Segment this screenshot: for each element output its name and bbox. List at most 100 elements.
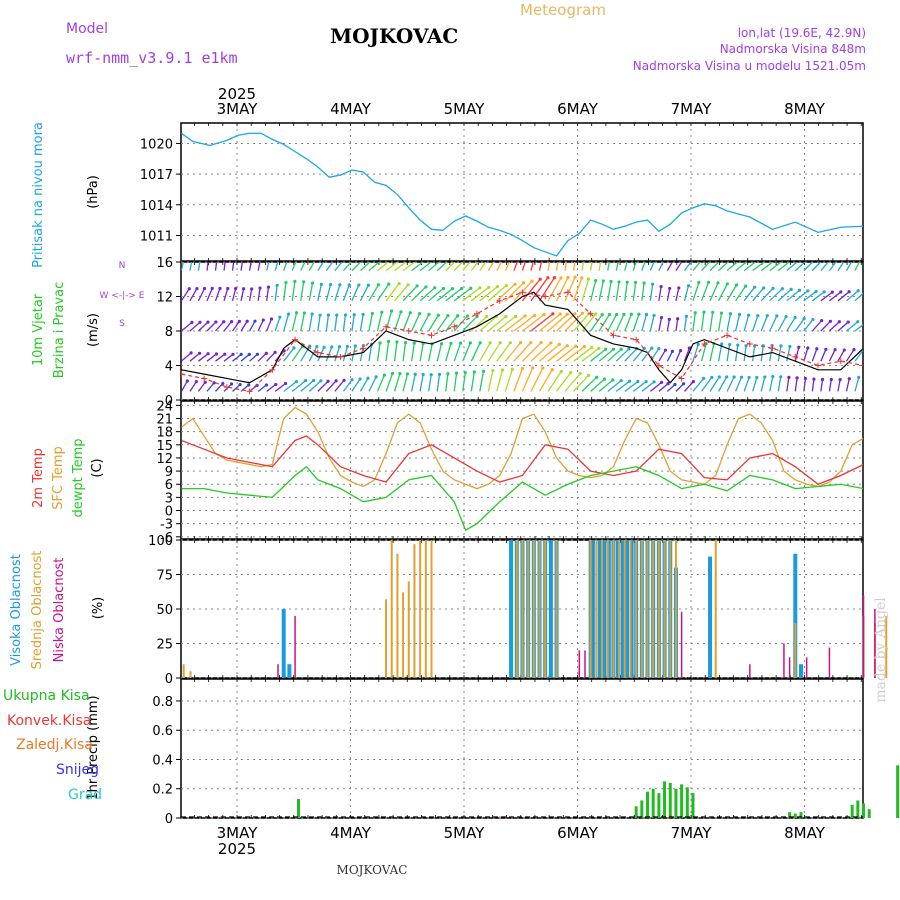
wind-arrow [291, 312, 298, 332]
wind-arrow-head [460, 286, 464, 291]
wind-arrow [470, 371, 475, 392]
wind-arrow [504, 282, 525, 302]
wind-arrow [666, 288, 671, 301]
wind-arrow [786, 377, 790, 392]
wind-arrow-head [697, 280, 701, 285]
wind-arrow [368, 313, 373, 332]
wind-arrow-head [740, 257, 743, 260]
wind-arrow [530, 367, 544, 392]
legend-frozen-rain: Zaledj.Kisa [16, 737, 93, 753]
wind-arrow-head [530, 279, 534, 283]
temperature-ytick-label: 3 [165, 491, 173, 506]
wind-arrow [317, 315, 321, 332]
wind-arrow [249, 353, 258, 362]
wind-gust-point [610, 332, 617, 339]
wind-arrow-head [442, 256, 445, 259]
wind-arrow-head [666, 381, 670, 386]
wind-arrow-head [538, 277, 542, 281]
wind-arrow-head [650, 346, 654, 350]
wind-arrow-head [354, 256, 357, 259]
wind-arrow-head [594, 312, 598, 316]
wind-arrow-head [398, 371, 402, 376]
wind-arrow [752, 377, 758, 392]
wind-arrow-head [264, 351, 268, 355]
wind-arrow-head [839, 290, 843, 294]
wind-arrow [692, 377, 705, 392]
wind-arrow-head [847, 377, 851, 381]
wind-arrow [351, 314, 355, 332]
wind-arrow [376, 312, 383, 332]
wind-arrow [189, 262, 193, 271]
wind-arrow [206, 382, 215, 392]
wind-arrow-head [266, 285, 271, 289]
wind-gust-point [655, 362, 662, 369]
wind-arrow-head [529, 340, 533, 345]
wind-arrow-head [190, 320, 194, 325]
wind-arrow-head [574, 344, 578, 348]
wind-arrow-head [478, 286, 482, 290]
wind-arrow-head [763, 375, 767, 379]
wind-arrow [607, 262, 610, 271]
wind-arrow-head [820, 318, 824, 323]
wind-arrow [828, 379, 832, 392]
wind-arrow-head [637, 312, 641, 316]
wind-gust-point [314, 349, 321, 356]
wind-arrow-head [507, 247, 510, 250]
wind-arrow-head [229, 382, 234, 386]
wind-arrow [726, 344, 731, 362]
mid_cloud-bar [669, 540, 672, 678]
wind-arrow [342, 284, 350, 302]
wind-arrow [837, 321, 849, 332]
low_cloud-bar [874, 609, 876, 678]
wind-arrow-head [847, 290, 851, 294]
compass-we: W <-|-> E [100, 291, 145, 301]
wind-arrow [555, 262, 559, 271]
wind-arrow-head [318, 313, 322, 317]
wind-arrow-head [426, 256, 429, 259]
precip-ytick-label: 0 [165, 812, 173, 827]
wind-arrow-head [317, 253, 320, 256]
wind-ylabel-2: Brzina i Pravac [52, 282, 67, 379]
mid_cloud-bar [714, 540, 717, 678]
wind-arrow [718, 262, 730, 272]
wind-arrow-head [659, 380, 664, 384]
wind-arrow [453, 287, 472, 302]
wind-arrow-head [672, 257, 675, 260]
wind-arrow-head [338, 283, 342, 287]
wind-arrow [351, 284, 360, 302]
wind-arrow [334, 379, 345, 392]
clouds-ytick-label: 50 [156, 603, 173, 618]
wind-arrow [393, 373, 401, 392]
wind-arrow [547, 371, 562, 392]
wind-arrow [266, 318, 273, 332]
wind-arrow-head [410, 256, 413, 259]
wind-arrow-head [520, 366, 525, 371]
wind-arrow [189, 352, 201, 362]
wind-arrow-head [668, 286, 672, 291]
top-day-label: 4MAY [330, 100, 372, 118]
wind-arrow-head [463, 370, 467, 375]
wind-arrow-head [214, 320, 218, 324]
wind-arrow [700, 312, 705, 332]
wind-arrow-head [326, 379, 330, 383]
wind-arrow [334, 315, 338, 332]
wind-arrow [487, 285, 507, 302]
wind-arrow-head [326, 254, 329, 257]
wind-arrow-head [829, 257, 832, 260]
wind-arrow-head [429, 373, 433, 377]
wind-gust-point [473, 310, 480, 317]
wind-arrow [675, 350, 682, 362]
wind-arrow-head [559, 369, 563, 374]
wind-arrow [632, 381, 647, 392]
wind-arrow [181, 352, 192, 362]
pressure-ytick-label: 1017 [140, 168, 173, 183]
wind-arrow-head [693, 311, 697, 315]
wind-arrow-head [347, 283, 351, 287]
wind-arrow-head [725, 282, 729, 286]
wind-arrow [240, 353, 250, 362]
wind-arrow [615, 262, 619, 271]
high-cloud-ylabel: Visoka Oblacnost [9, 554, 24, 666]
wind-arrow-head [551, 242, 554, 245]
wind-arrow [590, 262, 593, 271]
wind-arrow [376, 342, 381, 362]
